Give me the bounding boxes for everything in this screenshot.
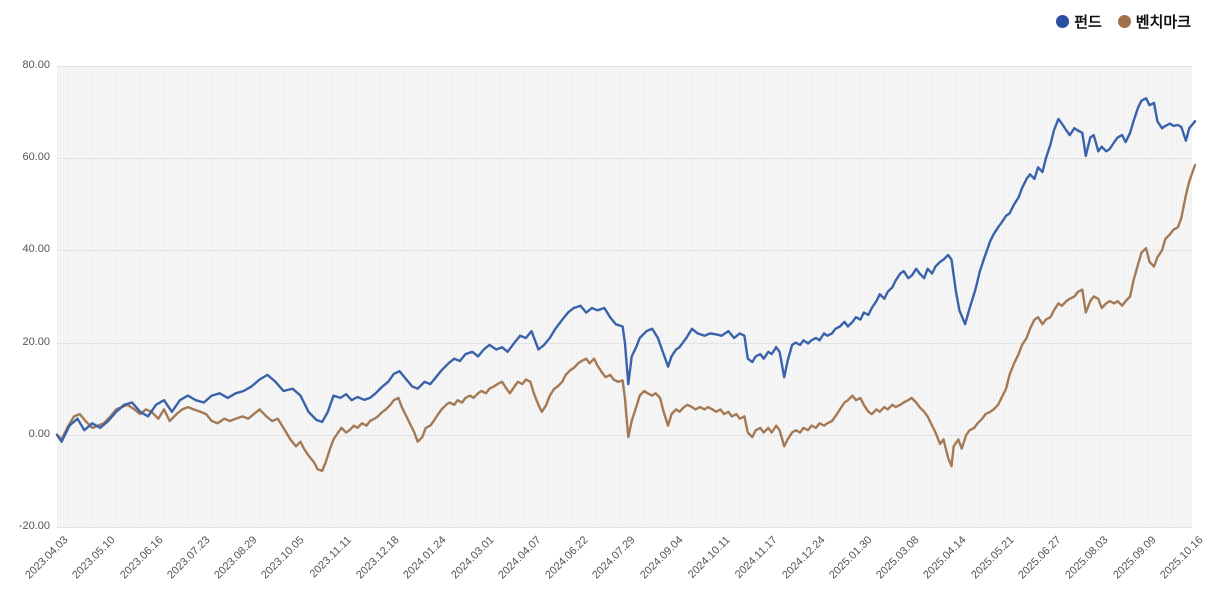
y-tick-label: 20.00 [22,335,50,348]
gridline [57,158,1192,160]
legend-item-benchmark[interactable]: 벤치마크 [1117,11,1191,32]
fund-series-dot-icon [1056,15,1070,28]
benchmark-series-label: 벤치마크 [1135,14,1191,31]
y-tick-label: -20.00 [18,520,50,532]
benchmark-line[interactable] [55,163,1197,472]
benchmark-series-dot-icon [1117,15,1131,28]
fund-series-label: 펀드 [1074,14,1102,31]
gridline [57,250,1192,252]
gridline [57,66,1192,67]
legend: 펀드 벤치마크 [1056,11,1191,32]
gridline [57,527,1192,528]
fund-line[interactable] [55,97,1197,443]
y-tick-label: 80.00 [22,59,50,71]
legend-item-fund[interactable]: 펀드 [1056,11,1102,32]
gridline [57,434,1192,436]
y-tick-label: 60.00 [22,151,50,164]
y-tick-label: 40.00 [22,243,50,256]
plot-area [57,66,1192,527]
y-tick-label: 0.00 [28,427,50,440]
